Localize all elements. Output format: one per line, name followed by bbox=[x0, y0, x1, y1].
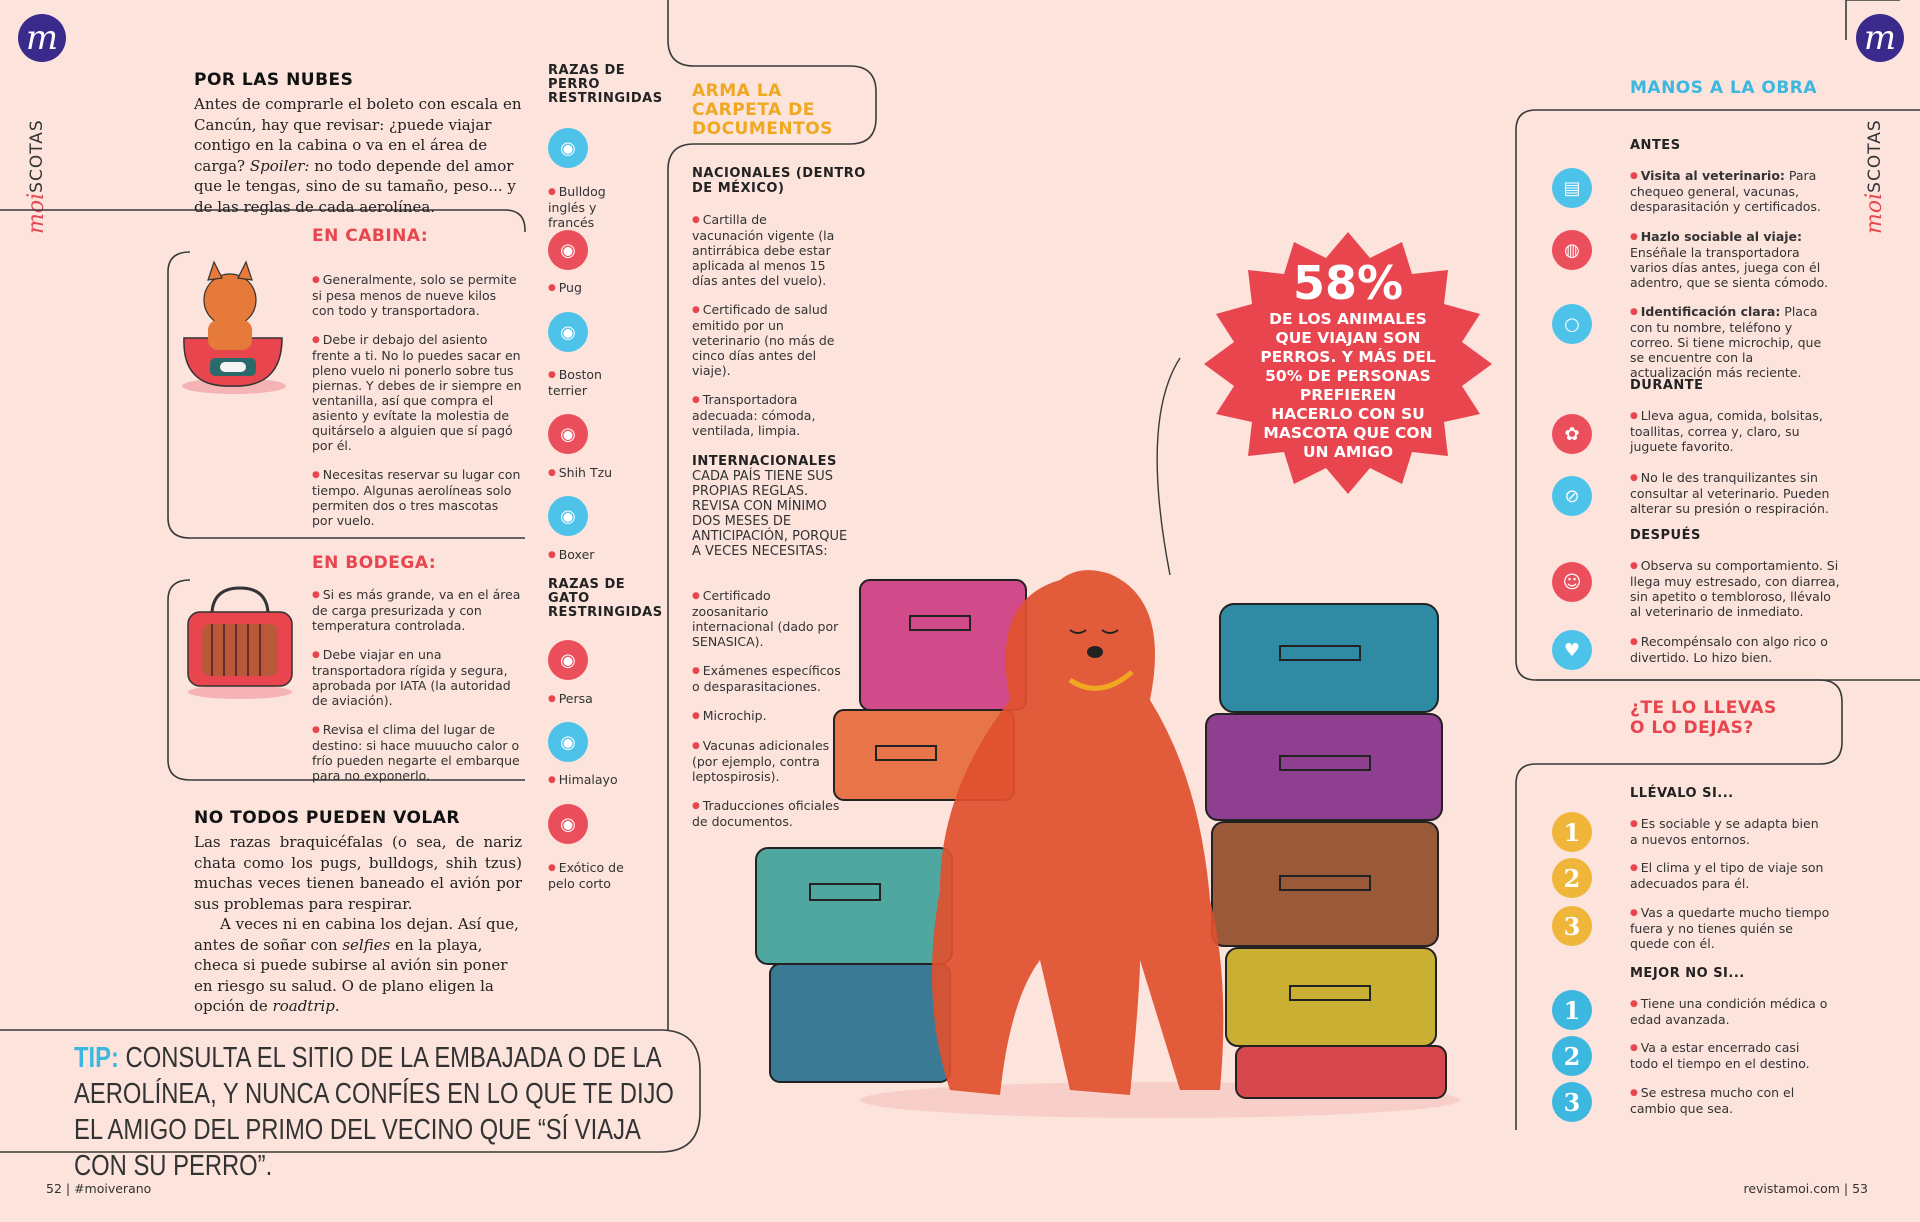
llevalo-title: LLÉVALO SI... bbox=[1630, 786, 1734, 801]
stat-burst bbox=[1204, 232, 1492, 494]
intro-paragraph: Antes de comprarle el boleto con escala … bbox=[194, 95, 522, 216]
durante-item: Lleva agua, comida, bolsitas, toallitas,… bbox=[1630, 408, 1830, 454]
cabina-list: Generalmente, solo se permite si pesa me… bbox=[312, 272, 522, 542]
footer-left: 52 | #moiverano bbox=[46, 1181, 152, 1196]
footer-right: revistamoi.com | 53 bbox=[1743, 1181, 1868, 1196]
mejor-item: Va a estar encerrado casi todo el tiempo… bbox=[1630, 1040, 1830, 1071]
internacionales-list: Certificado zoosanitario internacional (… bbox=[692, 588, 842, 843]
boston-terrier-icon: ◉ bbox=[548, 312, 588, 352]
dog-breed-label: Shih Tzu bbox=[548, 465, 638, 481]
cat-breed-label: Himalayo bbox=[548, 772, 638, 788]
nacionales-item: Transportadora adecuada: cómoda, ventila… bbox=[692, 392, 842, 438]
dog-breed-label: Boxer bbox=[548, 547, 638, 563]
himalayan-cat-icon: ◉ bbox=[548, 722, 588, 762]
internacionales-item: Vacunas adicionales (por ejemplo, contra… bbox=[692, 738, 842, 784]
cabina-item: Debe ir debajo del asiento frente a ti. … bbox=[312, 332, 522, 453]
cat-breeds-title: RAZAS DE GATO RESTRINGIDAS bbox=[548, 577, 663, 620]
cat-breed-label: Exótico de pelo corto bbox=[548, 860, 638, 891]
pet-supplies-icon: ✿ bbox=[1552, 414, 1592, 454]
moi-logo-left: m bbox=[18, 14, 66, 62]
moi-logo-right: m bbox=[1856, 14, 1904, 62]
internacionales-item: Traducciones oficiales de documentos. bbox=[692, 798, 842, 829]
dog-breed-label: Bulldog inglés y francés bbox=[548, 184, 638, 230]
footer-site: revistamoi.com bbox=[1743, 1181, 1840, 1196]
bulldog-icon: ◉ bbox=[548, 128, 588, 168]
dog-breed-label: Pug bbox=[548, 280, 638, 296]
internacionales-item: Exámenes específicos o desparasitaciones… bbox=[692, 663, 842, 694]
internacionales-item: Microchip. bbox=[692, 708, 842, 724]
exotic-cat-icon: ◉ bbox=[548, 804, 588, 844]
llevalo-item: Es sociable y se adapta bien a nuevos en… bbox=[1630, 816, 1830, 847]
tip-box: TIP: CONSULTA EL SITIO DE LA EMBAJADA O … bbox=[74, 1040, 681, 1184]
nacionales-item: Cartilla de vacunación vigente (la antir… bbox=[692, 212, 842, 288]
crate-illustration bbox=[187, 586, 293, 699]
page-number-right: 53 bbox=[1852, 1181, 1868, 1196]
mejor-item: Se estresa mucho con el cambio que sea. bbox=[1630, 1085, 1830, 1116]
dog-with-suitcases-illustration bbox=[755, 570, 1460, 1118]
durante-item: No le des tranquilizantes sin consultar … bbox=[1630, 470, 1830, 516]
mejor-title: MEJOR NO SI... bbox=[1630, 966, 1745, 981]
durante-title: DURANTE bbox=[1630, 378, 1704, 393]
cabina-item: Generalmente, solo se permite si pesa me… bbox=[312, 272, 522, 318]
documents-title: ARMA LA CARPETA DE DOCUMENTOS bbox=[692, 81, 833, 139]
internacionales-subtitle: CADA PAÍS TIENE SUS PROPIAS REGLAS. REVI… bbox=[692, 469, 848, 559]
dog-carrier-illustration bbox=[182, 260, 286, 394]
stat-content: 58% DE LOS ANIMALES QUE VIAJAN SON PERRO… bbox=[1228, 258, 1468, 462]
footer-hashtag: #moiverano bbox=[74, 1181, 152, 1196]
number-badge: 1 bbox=[1552, 990, 1592, 1030]
cabina-item: Necesitas reservar su lugar con tiempo. … bbox=[312, 467, 522, 528]
cat-breed-label: Persa bbox=[548, 691, 638, 707]
globe-icon: ◍ bbox=[1552, 230, 1592, 270]
manos-title: MANOS A LA OBRA bbox=[1630, 78, 1818, 98]
tip-text: CONSULTA EL SITIO DE LA EMBAJADA O DE LA… bbox=[74, 1042, 674, 1182]
bodega-item: Revisa el clima del lugar de destino: si… bbox=[312, 722, 522, 783]
clipboard-icon: ▤ bbox=[1552, 168, 1592, 208]
number-badge: 2 bbox=[1552, 858, 1592, 898]
nacionales-item: Certificado de salud emitido por un vete… bbox=[692, 302, 842, 378]
collar-tag-icon: ○ bbox=[1552, 304, 1592, 344]
despues-item: Observa su comportamiento. Si llega muy … bbox=[1630, 558, 1840, 619]
antes-item: Visita al veterinario: Para chequeo gene… bbox=[1630, 168, 1830, 214]
nacionales-title: NACIONALES (DENTRO DE MÉXICO) bbox=[692, 166, 866, 196]
antes-title: ANTES bbox=[1630, 138, 1681, 153]
persian-cat-icon: ◉ bbox=[548, 640, 588, 680]
section-title-volar: NO TODOS PUEDEN VOLAR bbox=[194, 808, 461, 828]
llevalo-item: El clima y el tipo de viaje son adecuado… bbox=[1630, 860, 1830, 891]
bodega-title: EN BODEGA: bbox=[312, 553, 437, 573]
llevalo-item: Vas a quedarte mucho tiempo fuera y no t… bbox=[1630, 905, 1830, 951]
number-badge: 3 bbox=[1552, 1082, 1592, 1122]
bodega-list: Si es más grande, va en el área de carga… bbox=[312, 587, 522, 797]
mejor-item: Tiene una condición médica o edad avanza… bbox=[1630, 996, 1830, 1027]
despues-item: Recompénsalo con algo rico o divertido. … bbox=[1630, 634, 1840, 665]
bodega-item: Si es más grande, va en el área de carga… bbox=[312, 587, 522, 633]
internacionales-title: INTERNACIONALES bbox=[692, 454, 837, 469]
number-badge: 3 bbox=[1552, 906, 1592, 946]
dog-face-icon: ☺ bbox=[1552, 562, 1592, 602]
boxer-icon: ◉ bbox=[548, 496, 588, 536]
pug-icon: ◉ bbox=[548, 230, 588, 270]
shih-tzu-icon: ◉ bbox=[548, 414, 588, 454]
no-pills-icon: ⊘ bbox=[1552, 476, 1592, 516]
despues-title: DESPUÉS bbox=[1630, 528, 1701, 543]
cabina-title: EN CABINA: bbox=[312, 226, 429, 246]
volar-paragraph-2: A veces ni en cabina los dejan. Así que,… bbox=[194, 915, 519, 1015]
volar-paragraph-1: Las razas braquicéfalas (o sea, de nariz… bbox=[194, 833, 522, 913]
llevas-title: ¿TE LO LLEVAS O LO DEJAS? bbox=[1630, 698, 1777, 738]
treat-icon: ♥ bbox=[1552, 630, 1592, 670]
antes-item: Hazlo sociable al viaje: Enséñale la tra… bbox=[1630, 229, 1830, 290]
antes-item: Identificación clara: Placa con tu nombr… bbox=[1630, 304, 1830, 380]
nacionales-list: Cartilla de vacunación vigente (la antir… bbox=[692, 212, 842, 452]
tip-label: TIP: bbox=[74, 1042, 119, 1074]
section-title-nubes: POR LAS NUBES bbox=[194, 70, 354, 90]
number-badge: 2 bbox=[1552, 1036, 1592, 1076]
number-badge: 1 bbox=[1552, 812, 1592, 852]
stat-number: 58% bbox=[1292, 256, 1404, 310]
dog-breed-label: Boston terrier bbox=[548, 367, 638, 398]
bodega-item: Debe viajar en una transportadora rígida… bbox=[312, 647, 522, 708]
dog-breeds-title: RAZAS DE PERRO RESTRINGIDAS bbox=[548, 63, 663, 106]
internacionales-item: Certificado zoosanitario internacional (… bbox=[692, 588, 842, 649]
stat-text: DE LOS ANIMALES QUE VIAJAN SON PERROS. Y… bbox=[1260, 310, 1436, 461]
page-number-left: 52 bbox=[46, 1181, 62, 1196]
